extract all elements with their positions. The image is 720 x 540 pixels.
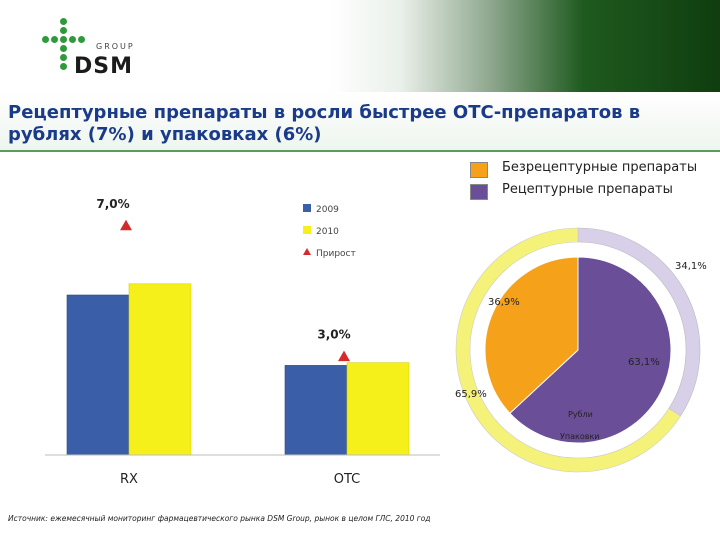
bar-otc-2009 <box>284 365 348 456</box>
outer-ring-label: Упаковки <box>560 432 599 441</box>
legend-label-2: Прирост <box>316 249 356 259</box>
source-note: Источник: ежемесячный мониторинг фармаце… <box>8 514 431 523</box>
growth-label-rx: 7,0% <box>96 197 129 211</box>
dsm-logo: GROUP DSM <box>40 16 150 79</box>
legend-label-0: 2009 <box>316 205 339 215</box>
legend-swatch-growth <box>303 248 311 255</box>
legend-label-1: 2010 <box>316 227 339 237</box>
logo-dot <box>60 54 67 61</box>
pie-chart: 34,1% 65,9% 36,9% 63,1% Рубли Упаковки <box>455 227 707 473</box>
logo-dot <box>60 18 67 25</box>
page-title: Рецептурные препараты в росли быстрее ОТ… <box>8 102 641 145</box>
inner-slice-rx <box>509 256 672 444</box>
x-tick-label-rx: RX <box>120 472 138 487</box>
legend-swatch-rx <box>470 184 488 200</box>
logo-dot <box>42 36 49 43</box>
logo-dot <box>60 45 67 52</box>
logo-dot <box>60 27 67 34</box>
logo-dot <box>60 63 67 70</box>
logo-group-text: GROUP <box>96 42 135 51</box>
inner-slice-otc <box>484 256 579 414</box>
growth-marker-otc <box>338 350 350 362</box>
bar-legend: 2009 2010 Прирост <box>303 204 356 259</box>
title-bar: Рецептурные препараты в росли быстрее ОТ… <box>0 92 720 152</box>
legend-label-rx: Рецептурные препараты <box>502 182 673 197</box>
legend-swatch-otc <box>470 162 488 178</box>
bar-otc-2010 <box>346 362 410 456</box>
bars-layer: 7,0% RX 3,0% OTC <box>66 197 410 487</box>
legend-swatch-2010 <box>303 226 311 234</box>
growth-label-otc: 3,0% <box>317 328 350 342</box>
outer-label-otc: 65,9% <box>455 389 487 400</box>
outer-label-rx: 34,1% <box>675 261 707 272</box>
inner-label-otc: 36,9% <box>488 297 520 308</box>
logo-dot <box>51 36 58 43</box>
x-tick-label-otc: OTC <box>334 472 361 487</box>
growth-marker-rx <box>120 219 132 231</box>
logo-brand-text: DSM <box>74 54 133 79</box>
legend-swatch-2009 <box>303 204 311 212</box>
outer-slice-otc <box>455 227 682 473</box>
header-photo <box>330 0 720 92</box>
logo-dot <box>78 36 85 43</box>
bar-chart: 7,0% RX 3,0% OTC 2009 2010 Прирост <box>45 197 440 487</box>
inner-ring-label: Рубли <box>568 410 593 419</box>
bar-rx-2010 <box>128 283 192 456</box>
bar-rx-2009 <box>66 294 130 456</box>
legend-label-otc: Безрецептурные препараты <box>502 160 698 175</box>
logo-dot <box>60 36 67 43</box>
logo-dot <box>69 36 76 43</box>
pie-layer: 34,1% 65,9% 36,9% 63,1% Рубли Упаковки <box>455 227 707 473</box>
header-banner: GROUP DSM <box>0 0 720 92</box>
inner-label-rx: 63,1% <box>628 357 660 368</box>
